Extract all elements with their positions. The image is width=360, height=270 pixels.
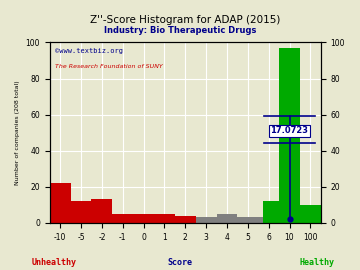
Y-axis label: Number of companies (208 total): Number of companies (208 total) [15, 80, 20, 185]
Bar [300, 205, 321, 223]
Text: Unhealthy: Unhealthy [32, 258, 76, 267]
Text: Healthy: Healthy [299, 258, 334, 267]
Bar [154, 214, 175, 223]
Bar [217, 214, 237, 223]
Bar [279, 48, 300, 223]
Bar [237, 217, 258, 223]
Bar [71, 201, 91, 223]
Bar [91, 199, 112, 223]
Bar [264, 201, 279, 223]
Bar [175, 215, 196, 223]
Bar [50, 183, 71, 223]
Text: ©www.textbiz.org: ©www.textbiz.org [55, 48, 123, 54]
Title: Z''-Score Histogram for ADAP (2015): Z''-Score Histogram for ADAP (2015) [90, 15, 280, 25]
Bar [258, 217, 279, 223]
Bar [196, 217, 217, 223]
Bar [112, 214, 133, 223]
Text: The Research Foundation of SUNY: The Research Foundation of SUNY [55, 64, 163, 69]
Text: 17.0723: 17.0723 [270, 126, 309, 135]
Bar [133, 214, 154, 223]
Text: Score: Score [167, 258, 193, 267]
Text: Industry: Bio Therapeutic Drugs: Industry: Bio Therapeutic Drugs [104, 26, 256, 35]
